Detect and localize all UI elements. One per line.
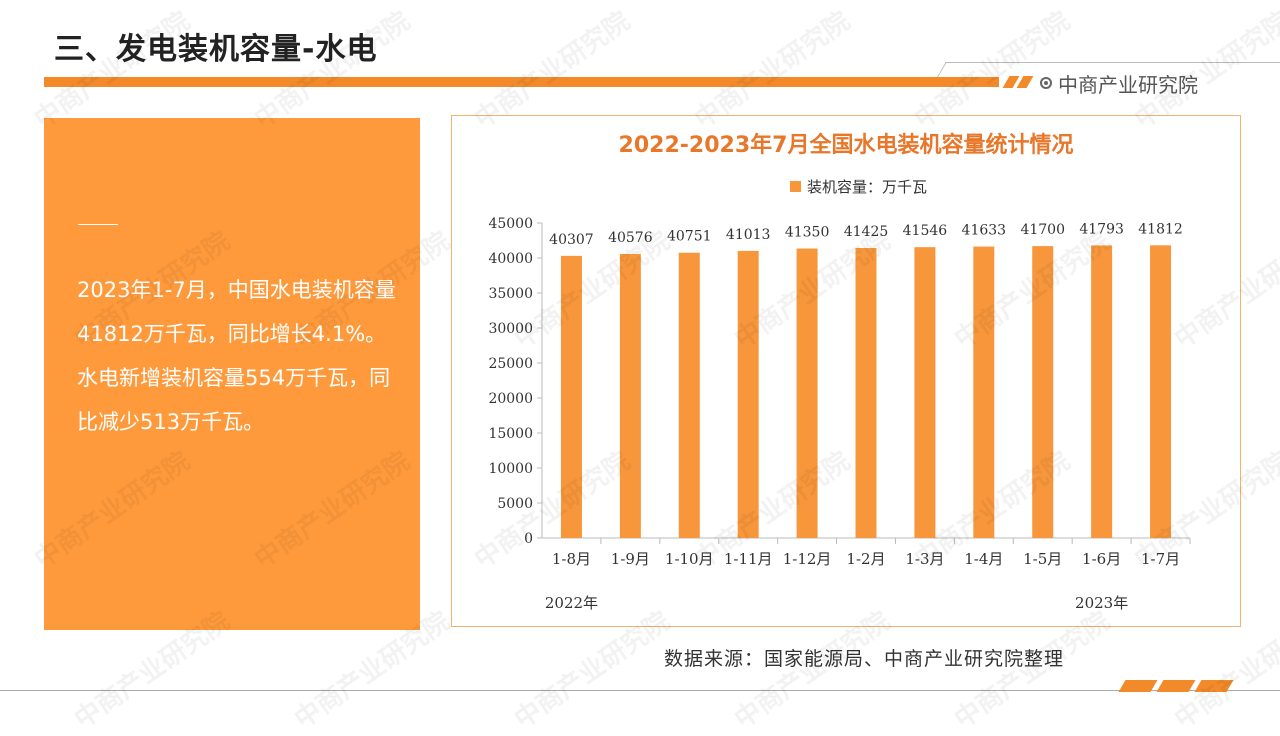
header-thin-line bbox=[945, 62, 1280, 63]
y-tick-label: 45000 bbox=[488, 216, 533, 232]
x-tick-label: 1-10月 bbox=[665, 550, 714, 568]
x-tick-label: 1-12月 bbox=[783, 550, 832, 568]
brand: 中商产业研究院 bbox=[1040, 70, 1198, 97]
brand-name: 中商产业研究院 bbox=[1058, 72, 1198, 97]
data-label: 40307 bbox=[549, 232, 594, 248]
data-label: 41633 bbox=[962, 223, 1007, 239]
bar bbox=[855, 248, 877, 538]
y-tick-label: 20000 bbox=[488, 391, 533, 407]
watermark: 中商产业研究院 bbox=[249, 6, 416, 136]
bar bbox=[1091, 245, 1113, 538]
bar bbox=[1032, 246, 1054, 538]
stripe-2 bbox=[1016, 76, 1034, 88]
bar bbox=[678, 252, 700, 539]
y-tick-label: 40000 bbox=[488, 251, 533, 267]
x-tick-label: 1-8月 bbox=[552, 550, 591, 568]
bar bbox=[796, 248, 818, 539]
data-label: 40751 bbox=[667, 229, 712, 245]
data-label: 41793 bbox=[1079, 221, 1124, 237]
x-tick-label: 1-5月 bbox=[1023, 550, 1062, 568]
bar bbox=[914, 247, 936, 539]
target-icon bbox=[1040, 77, 1052, 89]
x-tick-label: 1-9月 bbox=[611, 550, 650, 568]
x-tick-label: 1-3月 bbox=[905, 550, 944, 568]
y-tick-label: 0 bbox=[524, 531, 533, 547]
x-tick-label: 1-11月 bbox=[724, 550, 773, 568]
x-tick-label: 1-4月 bbox=[964, 550, 1003, 568]
x-tick-label: 1-2月 bbox=[846, 550, 885, 568]
data-label: 41350 bbox=[785, 225, 830, 241]
x-tick-label: 1-7月 bbox=[1141, 550, 1180, 568]
y-tick-label: 25000 bbox=[488, 356, 533, 372]
x-tick-label: 1-6月 bbox=[1082, 550, 1121, 568]
page-title: 三、发电装机容量-水电 bbox=[54, 32, 378, 67]
data-label: 41546 bbox=[903, 223, 948, 239]
bar bbox=[1150, 245, 1172, 539]
summary-divider bbox=[78, 224, 118, 225]
watermark: 中商产业研究院 bbox=[29, 6, 196, 136]
year-label-2023: 2023年 bbox=[1075, 594, 1128, 612]
y-tick-label: 5000 bbox=[497, 496, 533, 512]
summary-panel: 2023年1-7月，中国水电装机容量41812万千瓦，同比增长4.1%。水电新增… bbox=[44, 118, 420, 630]
data-label: 41013 bbox=[726, 227, 771, 243]
y-tick-label: 35000 bbox=[488, 286, 533, 302]
footer-line bbox=[0, 690, 1280, 691]
bar bbox=[737, 250, 759, 538]
bar bbox=[560, 255, 582, 538]
data-label: 41700 bbox=[1020, 222, 1065, 238]
year-label-2022: 2022年 bbox=[545, 594, 598, 612]
chart-panel: 2022-2023年7月全国水电装机容量统计情况装机容量：万千瓦 0 5000 100… bbox=[451, 115, 1241, 627]
bar bbox=[973, 246, 995, 538]
data-source: 数据来源：国家能源局、中商产业研究院整理 bbox=[664, 648, 1065, 670]
data-label: 41425 bbox=[844, 224, 889, 240]
data-label: 40576 bbox=[608, 230, 653, 246]
bar bbox=[619, 253, 641, 538]
header-accent-bar bbox=[44, 77, 999, 87]
summary-text: 2023年1-7月，中国水电装机容量41812万千瓦，同比增长4.1%。水电新增… bbox=[77, 278, 396, 434]
chart-title: 2022-2023年7月全国水电装机容量统计情况 bbox=[619, 132, 1074, 158]
legend-label: 装机容量：万千瓦 bbox=[807, 178, 927, 196]
y-tick-label: 30000 bbox=[488, 321, 533, 337]
y-tick-label: 15000 bbox=[488, 426, 533, 442]
legend-swatch bbox=[790, 181, 801, 192]
y-tick-label: 10000 bbox=[488, 461, 533, 477]
data-label: 41812 bbox=[1138, 221, 1183, 237]
